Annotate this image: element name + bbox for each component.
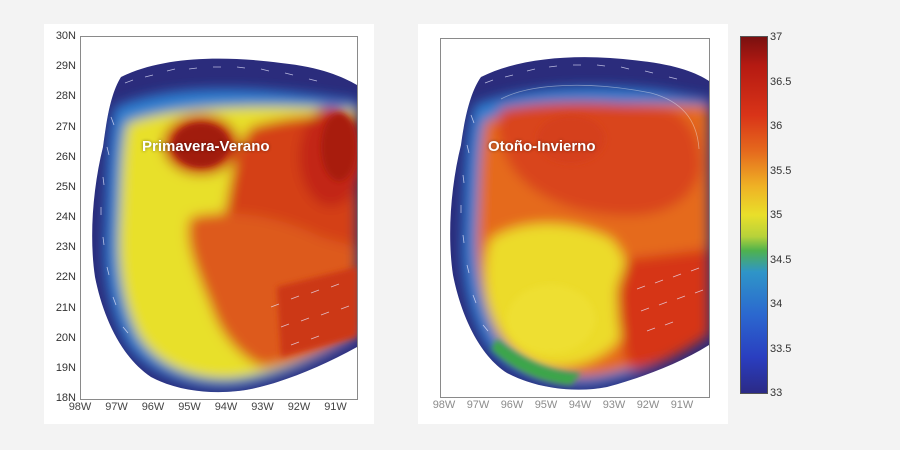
- colorbar-tick-label: 33: [770, 387, 783, 399]
- longitude-tick-label: 95W: [534, 399, 558, 411]
- longitude-tick-label: 98W: [68, 401, 92, 413]
- latitude-tick-label: 28N: [55, 90, 76, 103]
- longitude-tick-label: 94W: [214, 401, 238, 413]
- latitude-tick-label: 26N: [55, 150, 76, 163]
- latitude-tick-label: 19N: [55, 361, 76, 374]
- colorbar-tick-label: 37: [770, 31, 783, 43]
- salinity-colorbar: 37 36.5 36 35.5 35 34.5 34 33.5 33: [740, 31, 830, 399]
- map-frame-left: [80, 36, 358, 400]
- colorbar-tick-label: 36.5: [770, 75, 792, 88]
- latitude-tick-label: 21N: [55, 301, 76, 314]
- salinity-field-right: [450, 57, 709, 390]
- salinity-field-left: [92, 58, 357, 393]
- longitude-tick-label: 97W: [105, 401, 128, 413]
- longitude-tick-label: 96W: [141, 401, 165, 413]
- map-frame-right: [440, 38, 710, 398]
- latitude-tick-label: 22N: [55, 271, 76, 284]
- panel-title-right: Otoño-Invierno: [488, 138, 596, 155]
- colorbar-tick-label: 34: [770, 298, 783, 310]
- colorbar-tick-label: 35: [770, 209, 783, 221]
- latitude-tick-label: 29N: [55, 60, 76, 73]
- longitude-tick-label: 92W: [287, 401, 311, 413]
- longitude-tick-label: 93W: [251, 401, 274, 413]
- longitude-tick-label: 94W: [568, 399, 592, 411]
- latitude-tick-label: 30N: [55, 30, 76, 42]
- salinity-map-left: [92, 58, 357, 393]
- colorbar-tick-label: 35.5: [770, 164, 792, 177]
- latitude-tick-label: 23N: [55, 241, 76, 254]
- map-panel-otono-invierno: Otoño-Invierno 98W 97W 96W 95W 94W 93W 92W 91W: [418, 24, 728, 424]
- longitude-tick-label: 98W: [432, 399, 456, 411]
- colorbar-tick-label: 34.5: [770, 253, 792, 266]
- longitude-tick-label: 95W: [178, 401, 201, 413]
- longitude-tick-label: 96W: [500, 399, 524, 411]
- latitude-tick-label: 20N: [55, 331, 76, 344]
- panel-title-left: Primavera-Verano: [142, 138, 270, 155]
- longitude-tick-label: 92W: [636, 399, 660, 411]
- longitude-axis-left: 98W 97W 96W 95W 94W 93W 92W 91W: [66, 401, 366, 417]
- longitude-tick-label: 97W: [466, 399, 490, 411]
- current-arrows-left: [100, 66, 350, 346]
- latitude-axis: 30N 29N 28N 27N 26N 25N 24N 23N 22N 21N 20N 19N 18N: [44, 24, 80, 424]
- map-panel-primavera-verano: 30N 29N 28N 27N 26N 25N 24N 23N 22N 21N 20N 19N 18N: [44, 24, 374, 424]
- longitude-tick-label: 91W: [670, 399, 694, 411]
- colorbar-tick-labels: 37 36.5 36 35.5 35 34.5 34 33.5 33: [770, 31, 830, 399]
- salinity-map-right: [450, 57, 709, 390]
- latitude-tick-label: 25N: [55, 180, 76, 193]
- current-arrows-right: [460, 64, 704, 332]
- longitude-tick-label: 93W: [602, 399, 626, 411]
- latitude-tick-label: 24N: [55, 211, 76, 223]
- colorbar-tick-label: 33.5: [770, 342, 792, 355]
- longitude-axis-right: 98W 97W 96W 95W 94W 93W 92W 91W: [426, 399, 726, 415]
- latitude-tick-label: 18N: [55, 392, 76, 404]
- colorbar-tick-label: 36: [770, 120, 783, 132]
- longitude-tick-label: 91W: [324, 401, 347, 413]
- colorbar-gradient: [740, 36, 768, 394]
- latitude-tick-label: 27N: [55, 120, 76, 133]
